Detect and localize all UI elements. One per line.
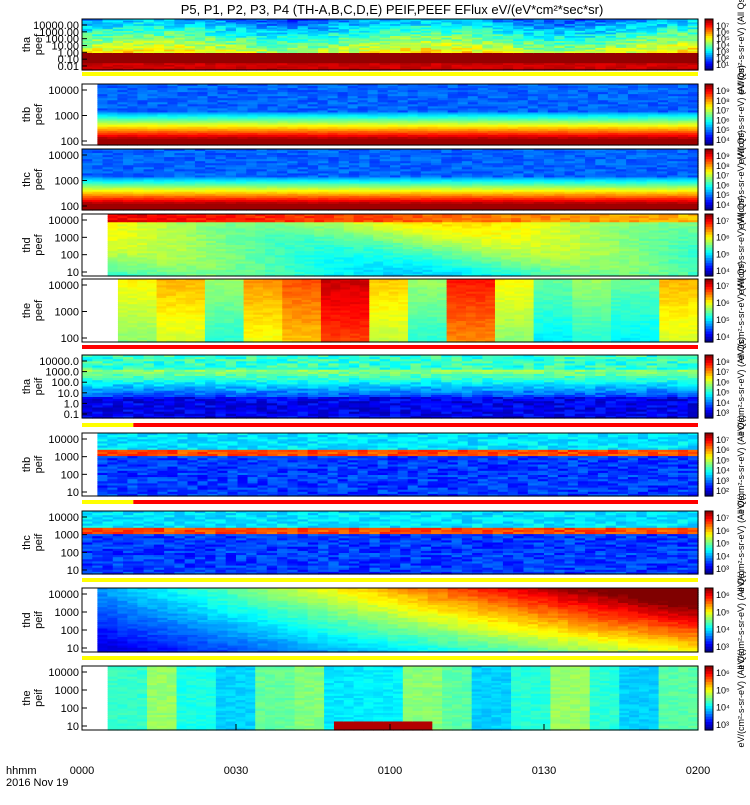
heatmap-cells xyxy=(82,149,699,211)
ytick-label: 0.01 xyxy=(58,61,79,73)
panel-ylabel-quantity: peef xyxy=(33,33,45,55)
figure-title: P5, P1, P2, P3, P4 (TH-A,B,C,D,E) PEIF,P… xyxy=(181,2,604,17)
heatmap-cells xyxy=(82,19,699,71)
colorbar-label: 10¹ xyxy=(716,60,729,70)
ytick-label: 1000 xyxy=(55,111,79,123)
colorbar-label: 10⁸ xyxy=(716,96,730,106)
flag-bar xyxy=(82,72,698,76)
panels-group: 10000.001000.00100.0010.001.000.100.01th… xyxy=(21,0,746,748)
panel-ylabel-probe: thb xyxy=(21,107,33,122)
colorbar-label: 10⁹ xyxy=(716,86,730,96)
colorbar-label: 10⁷ xyxy=(716,106,729,116)
colorbar-label: 10⁶ xyxy=(716,115,730,125)
ytick-label: 100 xyxy=(61,136,79,148)
heatmap-cells xyxy=(97,84,698,146)
flag-segment xyxy=(82,72,698,76)
ytick-label: 10000 xyxy=(48,85,79,97)
panel-ylabel-probe: tha xyxy=(21,36,33,52)
panel-ylabel-quantity: peef xyxy=(33,103,45,125)
colorbar-label: 10⁵ xyxy=(716,125,730,135)
colorbar-label: 10⁴ xyxy=(716,135,730,145)
